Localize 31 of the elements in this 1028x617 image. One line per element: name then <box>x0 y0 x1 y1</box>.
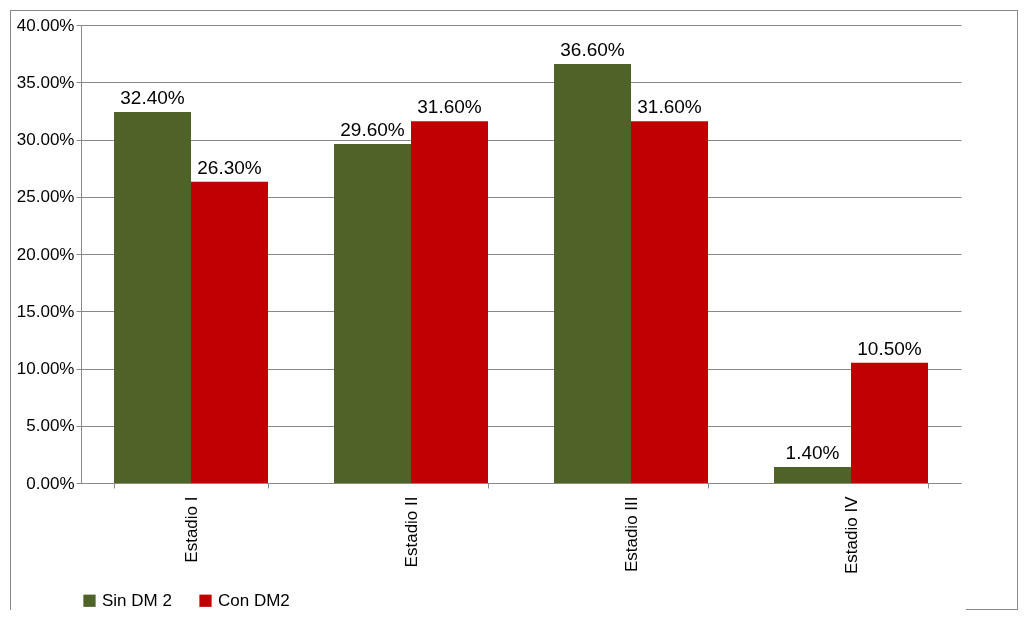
x-tick-label: Estadio I <box>181 496 201 563</box>
data-label: 31.60% <box>417 96 482 118</box>
y-tick-label: 40.00% <box>16 15 75 35</box>
bar <box>554 63 631 483</box>
bar <box>334 144 411 483</box>
bar <box>851 362 928 483</box>
data-label: 36.60% <box>560 38 625 60</box>
bar <box>114 112 191 483</box>
x-tick-label: Estadio IV <box>841 495 861 574</box>
data-label: 1.40% <box>785 441 840 463</box>
y-tick-label: 15.00% <box>16 301 75 321</box>
bar <box>631 121 708 483</box>
y-tick-label: 25.00% <box>16 187 75 207</box>
legend-label: Con DM2 <box>218 590 290 610</box>
bar <box>191 181 268 483</box>
x-tick-label: Estadio III <box>621 496 641 573</box>
y-tick-label: 10.00% <box>16 359 75 378</box>
y-tick-label: 30.00% <box>16 130 75 149</box>
x-tick-label: Estadio II <box>401 496 421 568</box>
y-tick-label: 0.00% <box>26 473 75 493</box>
y-tick-label: 35.00% <box>16 72 75 92</box>
data-label: 26.30% <box>197 156 262 178</box>
data-label: 10.50% <box>857 337 922 359</box>
y-tick-label: 5.00% <box>26 416 75 436</box>
data-label: 31.60% <box>637 96 702 118</box>
legend-label: Sin DM 2 <box>102 590 172 610</box>
data-label: 32.40% <box>120 87 185 109</box>
bar <box>411 121 488 483</box>
bar <box>774 466 851 483</box>
y-tick-label: 20.00% <box>16 244 75 264</box>
data-label: 29.60% <box>340 119 405 141</box>
